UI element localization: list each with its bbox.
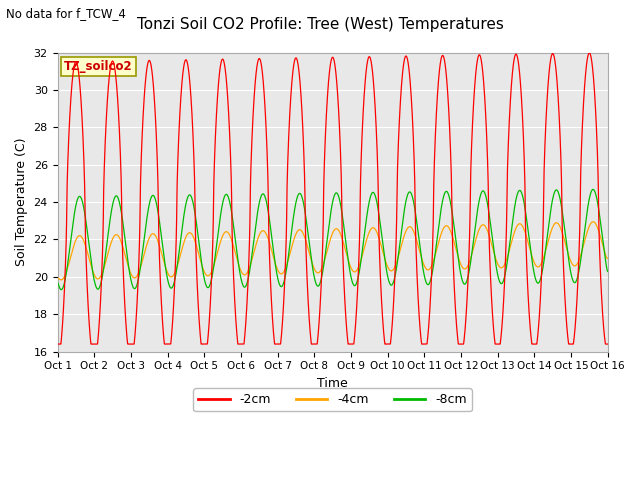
Text: TZ_soilco2: TZ_soilco2 xyxy=(64,60,132,73)
Y-axis label: Soil Temperature (C): Soil Temperature (C) xyxy=(15,138,28,266)
Legend: -2cm, -4cm, -8cm: -2cm, -4cm, -8cm xyxy=(193,388,472,411)
Text: Tonzi Soil CO2 Profile: Tree (West) Temperatures: Tonzi Soil CO2 Profile: Tree (West) Temp… xyxy=(136,17,504,32)
X-axis label: Time: Time xyxy=(317,377,348,390)
Text: No data for f_TCW_4: No data for f_TCW_4 xyxy=(6,7,126,20)
